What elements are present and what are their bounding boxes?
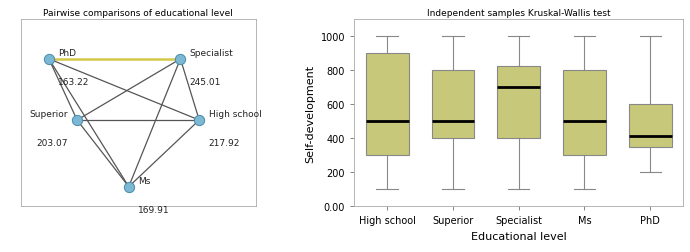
PathPatch shape: [431, 71, 474, 139]
PathPatch shape: [497, 67, 540, 139]
Text: Superior: Superior: [29, 110, 68, 119]
Text: 169.91: 169.91: [138, 205, 170, 214]
Text: 245.01: 245.01: [190, 78, 221, 86]
Title: Independent samples Kruskal-Wallis test: Independent samples Kruskal-Wallis test: [427, 9, 611, 18]
Point: [194, 118, 205, 122]
Point: [72, 118, 83, 122]
PathPatch shape: [629, 105, 671, 147]
X-axis label: Educational level: Educational level: [471, 231, 566, 241]
Text: 203.07: 203.07: [36, 139, 68, 147]
Text: 163.22: 163.22: [58, 78, 90, 86]
Y-axis label: Self-development: Self-development: [305, 65, 315, 162]
Point: [124, 185, 135, 189]
PathPatch shape: [563, 71, 606, 156]
Text: High school: High school: [208, 110, 262, 119]
Title: Pairwise comparisons of educational level: Pairwise comparisons of educational leve…: [43, 9, 233, 18]
Text: Ms: Ms: [138, 176, 150, 185]
Text: Specialist: Specialist: [190, 49, 234, 58]
Point: [43, 58, 55, 62]
Text: 217.92: 217.92: [208, 139, 240, 147]
PathPatch shape: [366, 54, 408, 156]
Point: [175, 58, 186, 62]
Text: PhD: PhD: [58, 49, 77, 58]
